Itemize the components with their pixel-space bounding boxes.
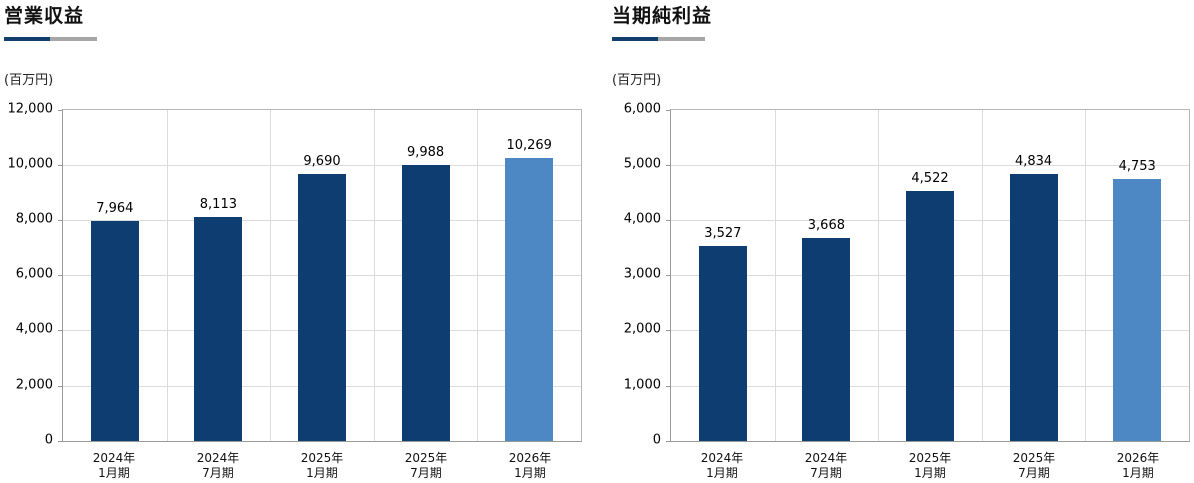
- gridline-vertical: [270, 109, 272, 441]
- bar-value-label: 8,113: [199, 197, 237, 213]
- bar: [1009, 174, 1058, 441]
- gridline-vertical: [774, 109, 776, 441]
- bar-forecast: [1113, 178, 1162, 441]
- y-tick-label: 4,000: [623, 211, 661, 227]
- y-axis-tick: [666, 164, 670, 166]
- gridline-vertical: [981, 109, 983, 441]
- x-tick-label: 2024年 1月期: [700, 450, 744, 480]
- x-axis-labels: 2024年 1月期 2024年 7月期 2025年 1月期 2025年 7月期 2026年 1月期: [670, 442, 1190, 481]
- x-axis: 2024年 1月期 2024年 7月期 2025年 1月期 2025年 7月期 2026年 1月期: [612, 442, 1190, 481]
- y-tick-label: 8,000: [15, 211, 53, 227]
- bar: [401, 165, 450, 441]
- x-tick-label: 2024年 7月期: [804, 450, 848, 480]
- y-axis-tick: [58, 275, 62, 277]
- unit-label: (百万円): [612, 72, 662, 88]
- bar-value-label: 4,522: [911, 171, 949, 187]
- x-tick-label: 2025年 7月期: [1012, 450, 1056, 480]
- x-tick-label: 2025年 1月期: [908, 450, 952, 480]
- gridline-horizontal: [63, 164, 581, 166]
- bar: [194, 217, 243, 441]
- bar: [698, 246, 747, 441]
- y-tick-label: 6,000: [15, 266, 53, 282]
- gridline-vertical: [878, 109, 880, 441]
- gridline-vertical: [477, 109, 479, 441]
- y-tick-label: 2,000: [623, 321, 661, 337]
- accent-navy-segment: [612, 36, 658, 41]
- bar: [90, 221, 139, 441]
- x-tick-label: 2024年 7月期: [196, 450, 240, 480]
- chart-title: 当期純利益: [612, 5, 713, 27]
- bar-value-label: 4,753: [1118, 158, 1156, 174]
- bar-forecast: [505, 157, 554, 441]
- bar-value-label: 9,988: [406, 145, 445, 161]
- y-axis-tick: [666, 330, 670, 332]
- bar-value-label: 7,964: [96, 201, 134, 217]
- bar-value-label: 3,527: [704, 226, 742, 242]
- plot-area: 3,527 3,668 4,522 4,834 4,753: [666, 108, 1190, 442]
- y-tick-label: 6,000: [623, 101, 661, 117]
- x-axis: 2024年 1月期 2024年 7月期 2025年 1月期 2025年 7月期 2026年 1月期: [4, 442, 582, 481]
- bar: [906, 191, 954, 441]
- gridline-horizontal: [671, 164, 1189, 166]
- y-axis-tick: [58, 109, 62, 111]
- y-tick-label: 0: [652, 432, 661, 448]
- x-tick-label: 2024年 1月期: [92, 450, 136, 480]
- chart-body: 0 2,000 4,000 6,000 8,000 10,000 12,000 7,964 8…: [4, 101, 582, 447]
- y-tick-label: 5,000: [623, 156, 661, 172]
- x-tick-label: 2026年 1月期: [1116, 450, 1160, 480]
- chart-operating-revenue: 営業収益 (百万円) 0 2,000 4,000 6,000 8,000 10,000 12…: [4, 5, 582, 481]
- gridline-vertical: [373, 109, 375, 441]
- y-axis-tick: [58, 164, 62, 166]
- y-tick-label: 2,000: [15, 377, 53, 393]
- accent-gray-segment: [658, 36, 705, 41]
- bar: [802, 238, 851, 441]
- title-accent-rule: [612, 36, 705, 41]
- gridline-vertical: [1085, 109, 1087, 441]
- bar: [298, 173, 346, 441]
- x-axis-labels: 2024年 1月期 2024年 7月期 2025年 1月期 2025年 7月期 2026年 1月期: [62, 442, 582, 481]
- y-axis-labels: 0 1,000 2,000 3,000 4,000 5,000 6,000: [612, 101, 670, 447]
- y-axis-tick: [666, 220, 670, 222]
- x-tick-label: 2025年 1月期: [300, 450, 344, 480]
- plot-area: 7,964 8,113 9,690 9,988 10,269: [58, 108, 582, 442]
- chart-net-income: 当期純利益 (百万円) 0 1,000 2,000 3,000 4,000 5,000 6,…: [612, 5, 1190, 481]
- gridline-vertical: [166, 109, 168, 441]
- y-axis-tick: [58, 440, 62, 442]
- accent-gray-segment: [50, 36, 97, 41]
- bar-value-label: 10,269: [506, 137, 552, 153]
- bar-value-label: 4,834: [1014, 154, 1053, 170]
- y-tick-label: 4,000: [15, 321, 53, 337]
- bar-value-label: 9,690: [303, 153, 341, 169]
- y-axis-tick: [666, 385, 670, 387]
- y-axis-tick: [666, 109, 670, 111]
- y-tick-label: 10,000: [7, 156, 54, 172]
- y-axis-tick: [58, 220, 62, 222]
- accent-navy-segment: [4, 36, 50, 41]
- chart-title: 営業収益: [4, 5, 85, 27]
- y-axis-tick: [58, 385, 62, 387]
- x-tick-label: 2025年 7月期: [404, 450, 448, 480]
- chart-body: 0 1,000 2,000 3,000 4,000 5,000 6,000 3,527 3,6…: [612, 101, 1190, 447]
- x-tick-label: 2026年 1月期: [508, 450, 552, 480]
- title-accent-rule: [4, 36, 97, 41]
- y-axis-labels: 0 2,000 4,000 6,000 8,000 10,000 12,000: [4, 101, 62, 447]
- y-axis-tick: [666, 440, 670, 442]
- y-axis-tick: [666, 275, 670, 277]
- y-tick-label: 1,000: [623, 377, 661, 393]
- y-axis-tick: [58, 330, 62, 332]
- y-tick-label: 0: [44, 432, 53, 448]
- unit-label: (百万円): [4, 72, 54, 88]
- bar-value-label: 3,668: [807, 218, 845, 234]
- y-tick-label: 12,000: [7, 101, 54, 117]
- y-tick-label: 3,000: [623, 266, 661, 282]
